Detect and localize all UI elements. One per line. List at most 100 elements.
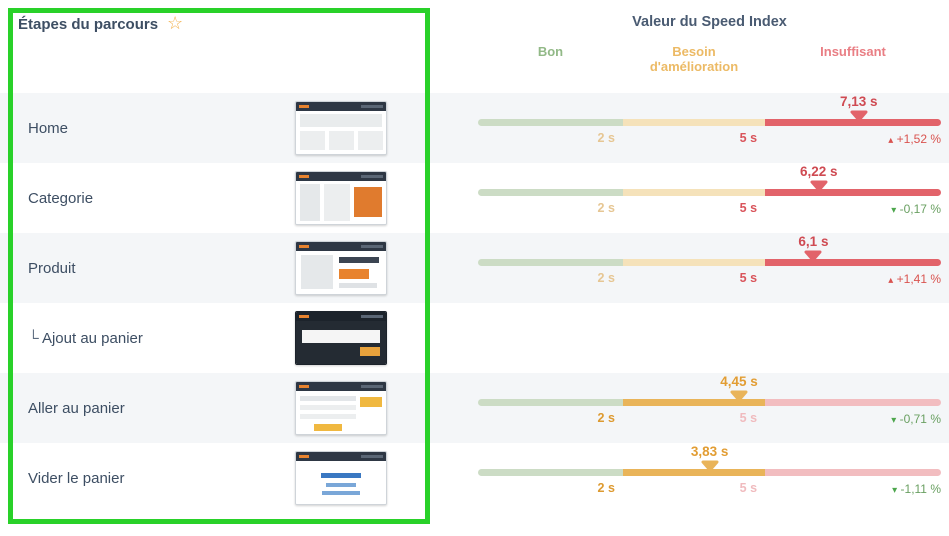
thumbnail-body [296, 251, 386, 294]
gauge-value: 7,13 s [839, 94, 878, 109]
thumbnail-body [296, 111, 386, 154]
indent-glyph [18, 260, 28, 277]
delta-arrow-icon: ▾ [892, 485, 898, 496]
gauge-cell: 6,1 s 2 s 5 s ▴ +1,41 % [432, 233, 949, 303]
zone-label-insufficient: Insuffisant [820, 44, 886, 59]
delta-badge: ▾ -1,11 % [892, 482, 941, 496]
gauge-segment-insufficient [765, 189, 941, 196]
step-thumbnail[interactable] [295, 101, 387, 155]
thumbnail-navbar [296, 312, 386, 321]
delta-badge: ▴ +1,52 % [888, 132, 941, 146]
gauge-segment-needs-improvement [622, 469, 766, 476]
thumbnail-navbar [296, 172, 386, 181]
gauge-segment-good [478, 189, 623, 196]
zone-label-good: Bon [537, 44, 564, 59]
star-icon[interactable]: ☆ [167, 13, 184, 33]
thumbnail-navbar [296, 452, 386, 461]
gauge-marker-icon [803, 249, 823, 262]
tick-5s: 5 s [739, 411, 758, 425]
gauge-segment-insufficient [765, 119, 941, 126]
gauge-segment-needs-improvement [622, 259, 766, 266]
gauge-marker-icon [729, 389, 749, 402]
step-label: Vider le panier [18, 470, 295, 487]
indent-glyph [18, 470, 28, 487]
gauge-segment-insufficient [765, 259, 941, 266]
step-label: └ Ajout au panier [18, 330, 295, 347]
speed-index-gauge: 3,83 s 2 s 5 s ▾ -1,11 % [478, 443, 941, 513]
zone-label-needs-improvement: Besoin d'amélioration [649, 44, 739, 74]
delta-arrow-icon: ▾ [891, 205, 897, 216]
step-thumbnail[interactable] [295, 451, 387, 505]
speed-index-gauge: 6,1 s 2 s 5 s ▴ +1,41 % [478, 233, 941, 303]
delta-value: +1,52 % [893, 132, 941, 146]
delta-badge: ▴ +1,41 % [888, 272, 941, 286]
gauge-value: 3,83 s [690, 444, 729, 459]
step-cell: └ Ajout au panier [0, 311, 432, 365]
tick-2s: 2 s [597, 201, 615, 215]
gauge-segment-insufficient [765, 469, 941, 476]
gauge-value: 6,22 s [799, 164, 838, 179]
gauge-bar [478, 189, 941, 196]
gauge-marker-icon [849, 109, 869, 122]
step-cell: Aller au panier [0, 381, 432, 435]
gauge-value: 4,45 s [720, 374, 758, 389]
table-row: Vider le panier 3,83 s 2 s [0, 443, 949, 513]
delta-arrow-icon: ▾ [891, 415, 897, 426]
tick-2s: 2 s [597, 481, 615, 495]
gauge-bar [478, 259, 941, 266]
table-row: Aller au panier 4,45 s 2 s [0, 373, 949, 443]
step-name: Home [28, 119, 69, 137]
gauge-segment-insufficient [765, 399, 941, 406]
gauge-marker-icon [809, 179, 829, 192]
thumbnail-navbar [296, 382, 386, 391]
thumbnail-body [296, 461, 386, 504]
delta-value: -1,11 % [897, 482, 941, 496]
step-name: Aller au panier [28, 399, 125, 417]
speed-index-gauge: 6,22 s 2 s 5 s ▾ -0,17 % [478, 163, 941, 233]
thumbnail-navbar [296, 102, 386, 111]
journey-steps-header: Étapes du parcours ☆ [0, 0, 432, 93]
speed-index-title: Valeur du Speed Index [632, 14, 787, 30]
gauge-segment-needs-improvement [622, 399, 766, 406]
gauge-bar [478, 119, 941, 126]
thumbnail-body [296, 391, 386, 434]
delta-arrow-icon: ▴ [888, 275, 894, 286]
thumbnail-body [296, 181, 386, 224]
delta-value: -0,17 % [896, 202, 941, 216]
step-thumbnail[interactable] [295, 171, 387, 225]
tick-5s: 5 s [739, 201, 758, 215]
delta-badge: ▾ -0,17 % [891, 202, 941, 216]
indent-glyph [18, 120, 28, 137]
thumbnail-navbar [296, 242, 386, 251]
speed-index-header: Valeur du Speed Index Bon Besoin d'améli… [432, 0, 949, 93]
rows-container: Home 7,13 s 2 s 5 s [0, 93, 949, 513]
speed-index-gauge: 4,45 s 2 s 5 s ▾ -0,71 % [478, 373, 941, 443]
table-row: Home 7,13 s 2 s 5 s [0, 93, 949, 163]
tick-5s: 5 s [739, 271, 758, 285]
gauge-cell: 6,22 s 2 s 5 s ▾ -0,17 % [432, 163, 949, 233]
table-row: └ Ajout au panier [0, 303, 949, 373]
step-thumbnail[interactable] [295, 311, 387, 365]
step-label: Home [18, 120, 295, 137]
gauge-segment-good [478, 119, 623, 126]
step-cell: Produit [0, 241, 432, 295]
indent-glyph [18, 400, 28, 417]
gauge-segment-good [478, 259, 623, 266]
delta-badge: ▾ -0,71 % [891, 412, 941, 426]
step-label: Aller au panier [18, 400, 295, 417]
delta-value: -0,71 % [896, 412, 941, 426]
step-thumbnail[interactable] [295, 381, 387, 435]
step-cell: Vider le panier [0, 451, 432, 505]
speed-index-gauge: 7,13 s 2 s 5 s ▴ +1,52 % [478, 93, 941, 163]
delta-value: +1,41 % [893, 272, 941, 286]
indent-glyph: └ [28, 329, 42, 347]
step-thumbnail[interactable] [295, 241, 387, 295]
step-label: Categorie [18, 190, 295, 207]
gauge-value: 6,1 s [798, 234, 829, 249]
tick-5s: 5 s [739, 131, 758, 145]
delta-arrow-icon: ▴ [888, 135, 894, 146]
step-name: Vider le panier [28, 469, 125, 487]
step-cell: Categorie [0, 171, 432, 225]
table-row: Categorie 6,22 s 2 s 5 [0, 163, 949, 233]
